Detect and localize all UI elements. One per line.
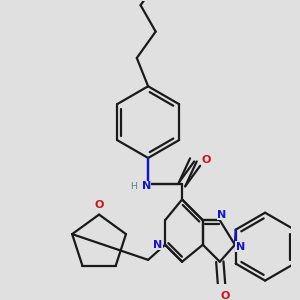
Text: N: N <box>153 240 162 250</box>
Text: O: O <box>221 291 230 300</box>
Text: O: O <box>202 155 211 165</box>
Text: N: N <box>217 210 226 220</box>
Text: N: N <box>236 242 245 252</box>
Text: O: O <box>94 200 104 210</box>
Text: N: N <box>142 181 151 191</box>
Text: H: H <box>130 182 136 191</box>
